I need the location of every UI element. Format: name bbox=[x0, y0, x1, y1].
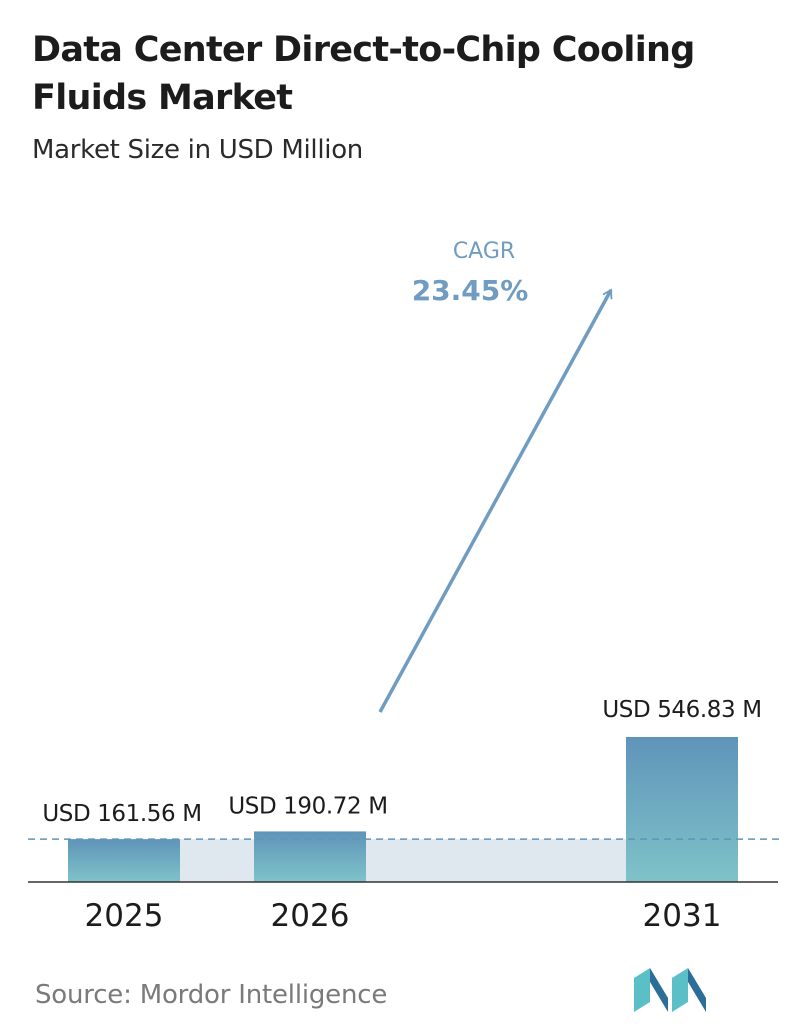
value-label-2026: USD 190.72 M bbox=[228, 793, 387, 819]
logo-right-shape bbox=[672, 968, 688, 1012]
value-label-2025: USD 161.56 M bbox=[42, 801, 201, 827]
mordor-intelligence-logo-icon bbox=[634, 968, 706, 1012]
x-tick-2026: 2026 bbox=[271, 898, 350, 934]
bar-2031 bbox=[626, 736, 738, 882]
logo-mid-shape bbox=[650, 968, 668, 1012]
logo-left-shape bbox=[634, 968, 650, 1012]
cagr-value: 23.45% bbox=[412, 274, 529, 307]
chart-subtitle: Market Size in USD Million bbox=[32, 135, 363, 165]
value-label-2031: USD 546.83 M bbox=[602, 697, 761, 723]
source-note: Source: Mordor Intelligence bbox=[35, 980, 388, 1010]
cagr-label: CAGR bbox=[453, 239, 515, 264]
chart-title: Data Center Direct-to-Chip Cooling Fluid… bbox=[32, 30, 695, 118]
x-tick-2031: 2031 bbox=[643, 898, 722, 934]
cagr-arrow bbox=[378, 288, 613, 713]
x-tick-2025: 2025 bbox=[85, 898, 164, 934]
bar-2025 bbox=[68, 839, 180, 882]
logo-far-shape bbox=[688, 968, 706, 1012]
